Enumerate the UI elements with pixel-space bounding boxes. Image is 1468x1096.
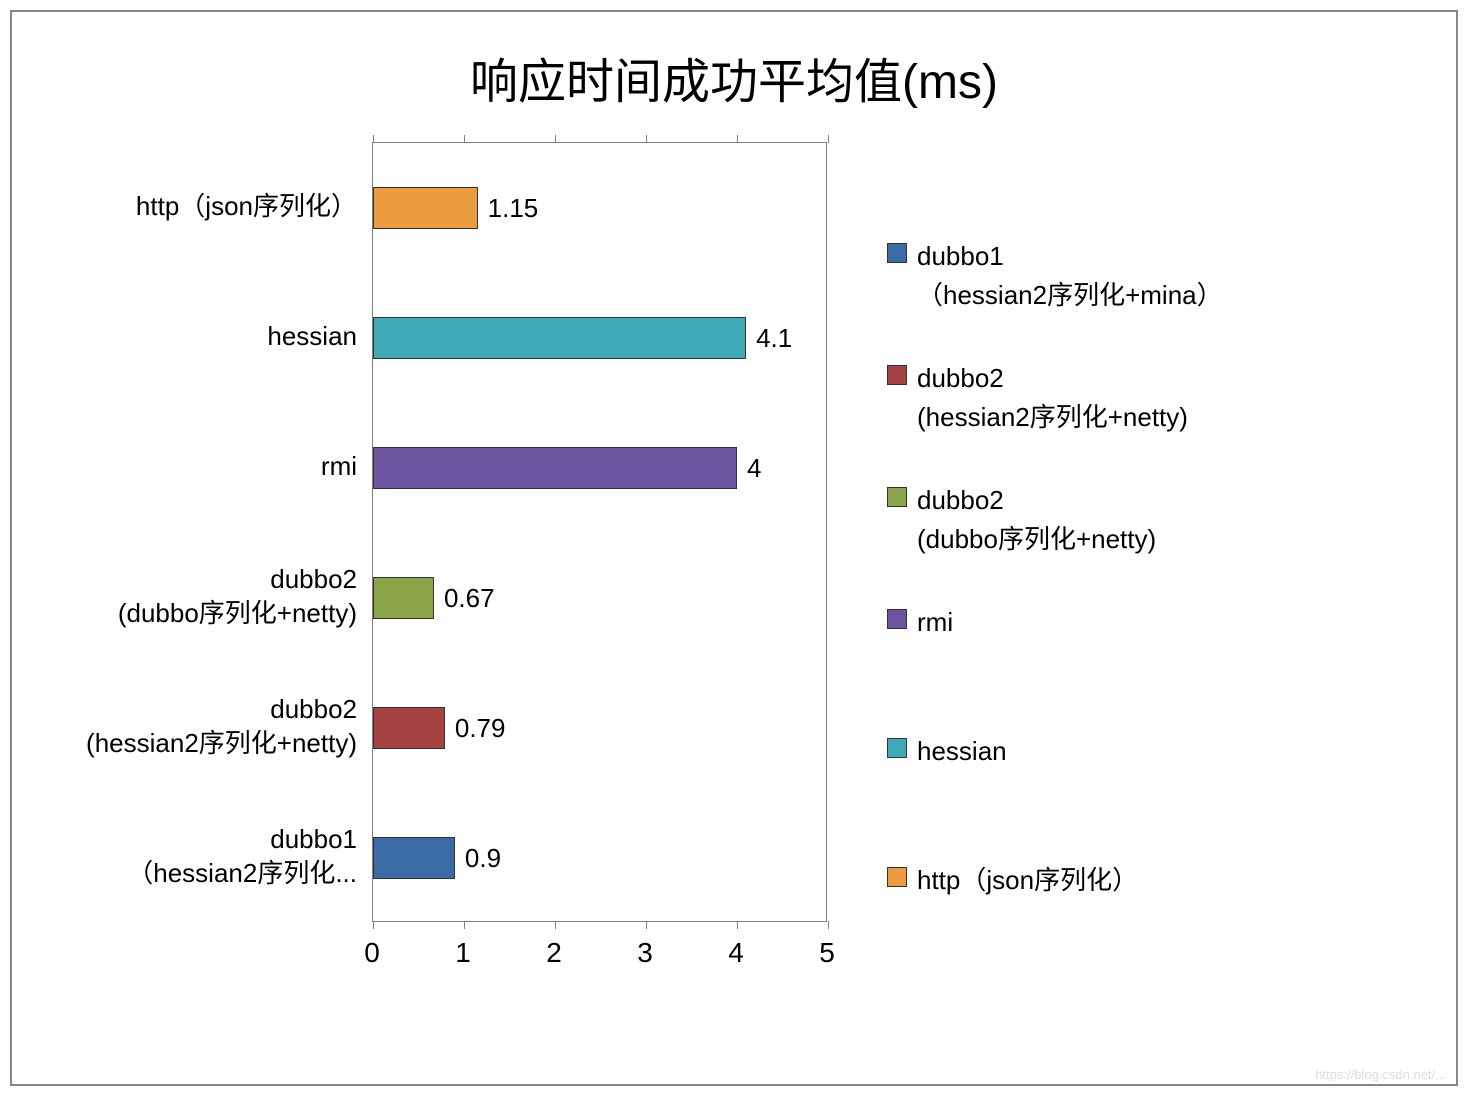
- legend-item: dubbo1（hessian2序列化+mina）: [887, 237, 1347, 315]
- y-axis-labels: http（json序列化）hessianrmidubbo2(dubbo序列化+n…: [32, 142, 372, 1022]
- legend-text-line2: （hessian2序列化+mina）: [917, 276, 1223, 315]
- bar: [373, 577, 434, 619]
- plot-column: 1.154.140.670.790.9 012345: [372, 142, 827, 1022]
- legend-swatch: [887, 609, 907, 629]
- bar-row: 4: [373, 447, 761, 489]
- y-axis-label: rmi: [321, 450, 357, 484]
- legend-text: dubbo1（hessian2序列化+mina）: [917, 237, 1223, 315]
- xtick-bottom: [828, 921, 829, 929]
- xtick-bottom: [737, 921, 738, 929]
- y-axis-label: dubbo2(dubbo序列化+netty): [118, 563, 357, 631]
- legend-swatch: [887, 243, 907, 263]
- legend-item: hessian: [887, 732, 1347, 771]
- bar: [373, 447, 737, 489]
- y-axis-label: dubbo1（hessian2序列化...: [127, 823, 357, 891]
- xtick-bottom: [646, 921, 647, 929]
- xtick-top: [464, 135, 465, 143]
- xtick-label: 4: [728, 937, 744, 969]
- y-axis-label: hessian: [267, 320, 357, 354]
- legend-item: dubbo2(hessian2序列化+netty): [887, 359, 1347, 437]
- chart-outer-frame: 响应时间成功平均值(ms) http（json序列化） hessian rmi dub…: [10, 10, 1458, 1086]
- x-axis: 012345: [372, 937, 827, 987]
- xtick-bottom: [555, 921, 556, 929]
- ylabel-line1: dubbo1: [127, 823, 357, 857]
- bar-row: 0.79: [373, 707, 505, 749]
- legend-text-line1: dubbo2: [917, 481, 1156, 520]
- legend-text: dubbo2(hessian2序列化+netty): [917, 359, 1188, 437]
- bar-row: 0.67: [373, 577, 495, 619]
- xtick-bottom: [373, 921, 374, 929]
- xtick-label: 5: [819, 937, 835, 969]
- legend-text-line2: (hessian2序列化+netty): [917, 398, 1188, 437]
- legend-swatch: [887, 738, 907, 758]
- bar-value-label: 4: [747, 453, 761, 484]
- bar: [373, 187, 478, 229]
- ylabel-line2: （hessian2序列化...: [127, 857, 357, 891]
- legend-swatch: [887, 365, 907, 385]
- legend-swatch: [887, 867, 907, 887]
- bar-value-label: 0.67: [444, 583, 495, 614]
- chart-title: 响应时间成功平均值(ms): [32, 42, 1436, 112]
- xtick-top: [646, 135, 647, 143]
- xtick-top: [373, 135, 374, 143]
- bar-value-label: 0.79: [455, 713, 506, 744]
- xtick-top: [555, 135, 556, 143]
- ylabel-line2: (hessian2序列化+netty): [86, 727, 357, 761]
- legend-text: hessian: [917, 732, 1007, 771]
- ylabel-line1: dubbo2: [118, 563, 357, 597]
- legend-item: http（json序列化）: [887, 861, 1347, 900]
- y-axis-label: dubbo2(hessian2序列化+netty): [86, 693, 357, 761]
- watermark: https://blog.csdn.net/...: [1315, 1067, 1446, 1082]
- plot-area: 1.15 4.1 4 0.67 0.79 0.9: [372, 142, 827, 922]
- xtick-top: [828, 135, 829, 143]
- legend-text: rmi: [917, 603, 953, 642]
- bar: [373, 837, 455, 879]
- legend-text: http（json序列化）: [917, 861, 1138, 900]
- legend-text-line2: (dubbo序列化+netty): [917, 520, 1156, 559]
- ylabel-line2: (dubbo序列化+netty): [118, 597, 357, 631]
- bar: [373, 317, 746, 359]
- ylabel-line1: dubbo2: [86, 693, 357, 727]
- xtick-label: 0: [364, 937, 380, 969]
- legend-text-line1: dubbo1: [917, 237, 1223, 276]
- xtick-label: 3: [637, 937, 653, 969]
- bar-row: 0.9: [373, 837, 501, 879]
- bar-value-label: 0.9: [465, 843, 501, 874]
- xtick-label: 1: [455, 937, 471, 969]
- xtick-label: 2: [546, 937, 562, 969]
- y-axis-label: http（json序列化）: [136, 190, 357, 224]
- legend-item: dubbo2(dubbo序列化+netty): [887, 481, 1347, 559]
- chart-body: http（json序列化）hessianrmidubbo2(dubbo序列化+n…: [32, 142, 1436, 1022]
- legend-item: rmi: [887, 603, 1347, 642]
- legend-swatch: [887, 487, 907, 507]
- bar: [373, 707, 445, 749]
- legend-text: dubbo2(dubbo序列化+netty): [917, 481, 1156, 559]
- bar-row: 4.1: [373, 317, 792, 359]
- legend: dubbo1（hessian2序列化+mina）dubbo2(hessian2序…: [827, 142, 1347, 1022]
- bar-row: 1.15: [373, 187, 538, 229]
- xtick-bottom: [464, 921, 465, 929]
- legend-text-line1: dubbo2: [917, 359, 1188, 398]
- bar-value-label: 4.1: [756, 323, 792, 354]
- xtick-top: [737, 135, 738, 143]
- bar-value-label: 1.15: [488, 193, 539, 224]
